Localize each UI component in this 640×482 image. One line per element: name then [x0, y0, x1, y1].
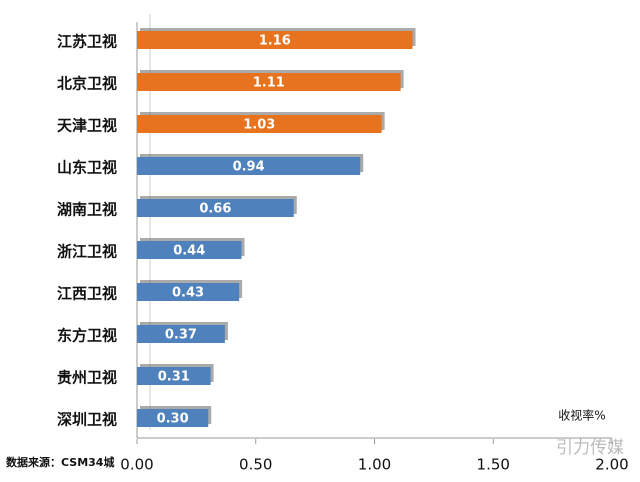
bar [137, 283, 240, 301]
bar [137, 199, 294, 217]
value-label: 0.31 [158, 370, 190, 385]
x-tick-label: 1.50 [477, 456, 510, 474]
value-label: 0.66 [199, 202, 231, 217]
value-label: 1.16 [259, 34, 291, 49]
bar [137, 367, 211, 385]
bar [137, 115, 382, 133]
value-label: 0.37 [165, 328, 197, 343]
bar [137, 409, 209, 427]
bar [137, 241, 242, 259]
y-tick-label: 江西卫视 [57, 285, 117, 303]
value-label: 0.44 [173, 244, 205, 259]
axis-label: 收视率% [558, 408, 605, 423]
y-tick-label: 浙江卫视 [57, 243, 117, 261]
source-note: 数据来源：CSM34城 [6, 455, 114, 469]
y-tick-label: 湖南卫视 [57, 201, 117, 219]
value-label: 0.30 [157, 412, 189, 427]
y-tick-label: 江苏卫视 [57, 33, 117, 51]
y-tick-label: 深圳卫视 [57, 411, 117, 429]
x-tick-label: 2.00 [595, 456, 628, 474]
y-tick-label: 贵州卫视 [57, 369, 117, 387]
x-tick-label: 1.00 [358, 456, 391, 474]
x-tick-label: 0.00 [120, 456, 153, 474]
value-label: 1.03 [243, 118, 275, 133]
value-label: 1.11 [253, 76, 285, 91]
bar [137, 31, 413, 49]
y-tick-label: 北京卫视 [57, 75, 117, 93]
value-label: 0.43 [172, 286, 204, 301]
bar [137, 157, 361, 175]
watermark: 引力传媒 [556, 438, 624, 458]
y-tick-label: 东方卫视 [57, 327, 117, 345]
bar [137, 325, 225, 343]
value-label: 0.94 [233, 160, 265, 175]
y-tick-label: 天津卫视 [57, 117, 117, 135]
bar [137, 73, 401, 91]
y-tick-label: 山东卫视 [57, 159, 117, 177]
x-tick-label: 0.50 [239, 456, 272, 474]
